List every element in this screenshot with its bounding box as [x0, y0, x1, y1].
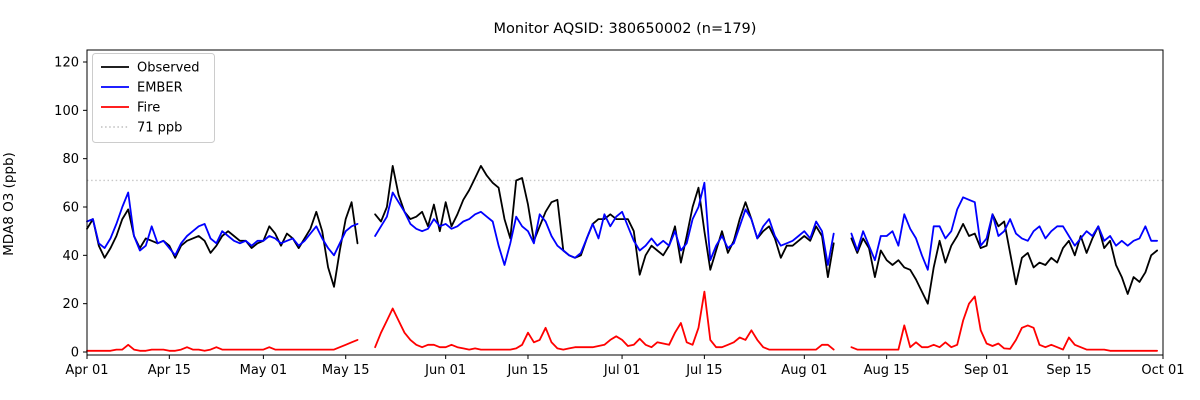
legend-label: EMBER — [137, 81, 183, 96]
y-axis-ticks: 0 20 40 60 80 100 120 — [54, 56, 87, 361]
y-tick-label: 100 — [54, 104, 79, 119]
y-tick-label: 0 — [71, 346, 79, 361]
x-axis-ticks: Apr 01 Apr 15 May 01 May 15 Jun 01 Jun 15 Jul … — [65, 355, 1185, 378]
series-line-fire — [86, 290, 1158, 352]
series-line-ember — [86, 181, 1158, 271]
legend-box — [92, 53, 215, 143]
x-tick-label: May 01 — [240, 363, 288, 378]
legend-label: Fire — [137, 101, 160, 116]
x-tick-label: Jun 15 — [506, 363, 548, 378]
x-tick-label: May 15 — [322, 363, 370, 378]
x-tick-label: Jun 01 — [424, 363, 466, 378]
x-tick-label: Apr 15 — [148, 363, 191, 378]
series-line-observed — [86, 165, 1158, 305]
x-tick-label: Oct 01 — [1141, 363, 1184, 378]
x-tick-label: Jul 01 — [603, 363, 640, 378]
legend-label: Observed — [137, 61, 200, 76]
y-tick-label: 60 — [62, 201, 79, 216]
plot-border — [86, 49, 1164, 356]
y-tick-label: 80 — [62, 152, 79, 167]
x-tick-label: Sep 01 — [964, 363, 1009, 378]
chart-title: Monitor AQSID: 380650002 (n=179) — [493, 21, 757, 37]
y-tick-label: 20 — [62, 297, 79, 312]
legend-label: 71 ppb — [137, 121, 182, 136]
x-tick-label: Jul 15 — [685, 363, 722, 378]
x-tick-label: Apr 01 — [65, 363, 108, 378]
legend: Observed EMBER Fire 71 ppb — [92, 53, 215, 143]
x-tick-label: Aug 15 — [864, 363, 910, 378]
y-tick-label: 120 — [54, 56, 79, 71]
x-tick-label: Sep 15 — [1046, 363, 1091, 378]
y-tick-label: 40 — [62, 249, 79, 264]
x-tick-label: Aug 01 — [781, 363, 827, 378]
